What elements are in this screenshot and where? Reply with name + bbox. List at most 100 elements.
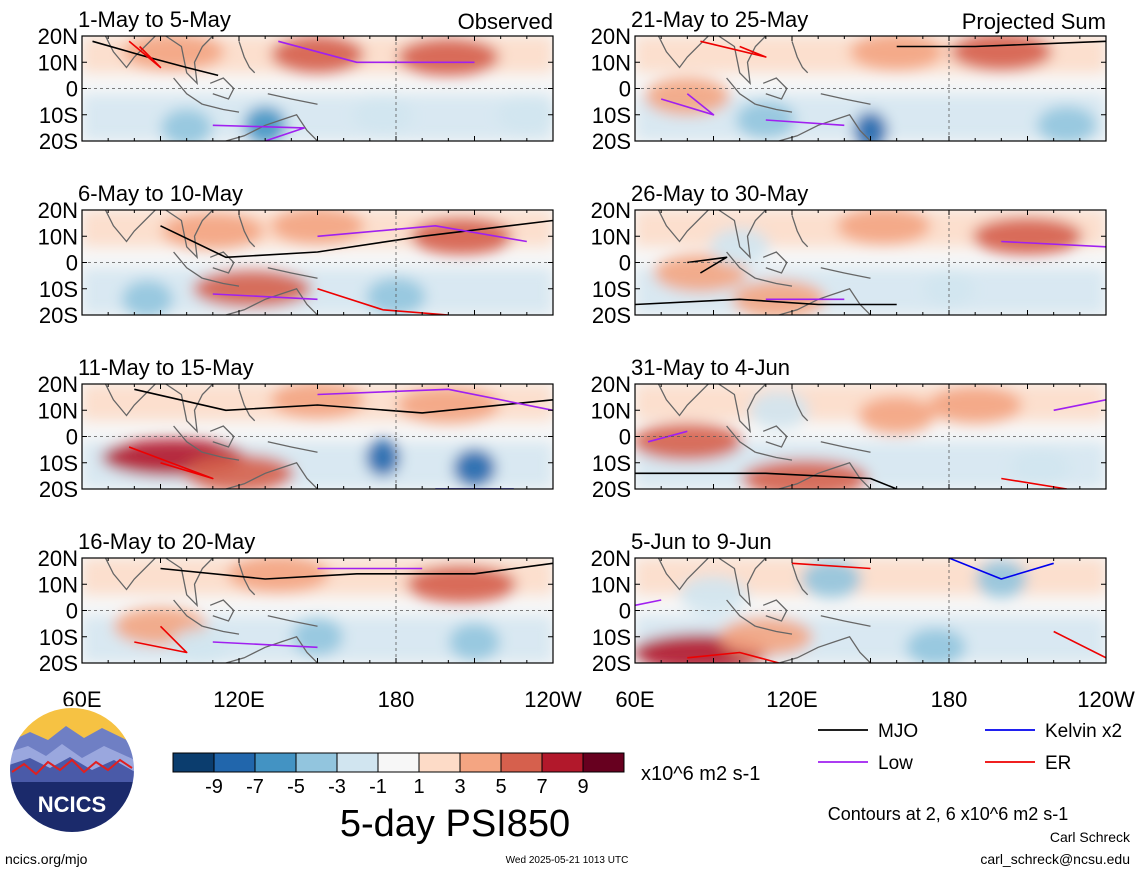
x-tick-label: 60E: [615, 687, 654, 712]
panel-source-label: Projected Sum: [962, 9, 1106, 34]
x-tick-label: 120W: [1077, 687, 1135, 712]
x-tick-label: 120E: [213, 687, 264, 712]
contour-line: [687, 651, 780, 663]
anomaly-patch: [121, 280, 173, 315]
contour-line: [317, 225, 527, 243]
contour-line: [765, 119, 845, 127]
y-tick-label: 10N: [38, 398, 78, 423]
anomaly-patch: [270, 210, 365, 245]
x-tick-label: 120E: [766, 687, 817, 712]
anomaly-patch: [292, 617, 343, 656]
y-tick-label: 20N: [38, 372, 78, 397]
y-tick-label: 10S: [592, 625, 631, 650]
contour-line: [278, 40, 475, 64]
contour-line: [212, 124, 306, 141]
anomaly-patch: [122, 36, 225, 71]
colorbar-tick-label: -9: [205, 776, 223, 798]
anomaly-patch: [243, 106, 287, 141]
panel-period-label: 5-Jun to 9-Jun: [631, 529, 772, 554]
y-tick-label: 20S: [39, 303, 78, 328]
y-tick-label: 10N: [38, 50, 78, 75]
contour-line: [635, 298, 897, 306]
contour-line: [635, 472, 897, 489]
colorbar: -9 -7 -5 -3 -1 1 3 5 7 9: [172, 752, 625, 798]
legend: MJO Kelvin x2 Low ER: [818, 721, 1122, 774]
coastline: [82, 384, 318, 489]
y-tick-label: 0: [66, 425, 78, 450]
colorbar-swatch: [172, 752, 215, 773]
anomaly-patch: [836, 210, 931, 245]
y-tick-label: 10S: [592, 451, 631, 476]
colorbar-tick-label: 7: [536, 776, 547, 798]
anomaly-patch: [353, 95, 413, 134]
y-tick-label: 20N: [591, 546, 631, 571]
contour-line: [1001, 477, 1067, 489]
contour-line: [134, 388, 553, 414]
anomaly-patch: [741, 459, 869, 489]
units-label: x10^6 m2 s-1: [641, 763, 760, 785]
y-tick-label: 0: [66, 77, 78, 102]
anomaly-patch: [801, 560, 861, 598]
coastline: [635, 558, 871, 663]
y-tick-label: 20N: [38, 546, 78, 571]
y-tick-label: 10N: [591, 50, 631, 75]
legend-label: Low: [878, 753, 913, 774]
anomaly-patch: [161, 108, 213, 141]
colorbar-tick-label: 5: [495, 776, 506, 798]
colorbar-tick-label: 3: [454, 776, 465, 798]
colorbar-tick-label: 9: [577, 776, 588, 798]
panel-source-label: Observed: [458, 9, 553, 34]
anomaly-patch: [972, 217, 1083, 256]
anomaly-patch: [850, 36, 944, 71]
y-tick-label: 20N: [38, 24, 78, 49]
anomaly-patch: [906, 628, 966, 663]
y-tick-label: 10S: [592, 103, 631, 128]
anomaly-patch: [449, 623, 500, 661]
anomaly-patch: [853, 111, 888, 141]
contour-line: [212, 641, 318, 649]
y-tick-label: 20N: [38, 198, 78, 223]
ncics-logo: NCICS: [8, 706, 136, 834]
panel-period-label: 6-May to 10-May: [78, 181, 243, 206]
y-tick-label: 10N: [38, 224, 78, 249]
anomaly-patch: [1010, 449, 1071, 487]
author-name: Carl Schreck: [1050, 829, 1131, 845]
anomaly-patch: [858, 396, 935, 435]
y-tick-label: 20S: [592, 477, 631, 502]
x-tick-label: 120W: [524, 687, 582, 712]
colorbar-tick-label: -5: [287, 776, 305, 798]
anomaly-patch: [749, 391, 809, 430]
anomaly-patch: [170, 628, 230, 663]
y-tick-label: 10S: [592, 277, 631, 302]
y-tick-label: 20N: [591, 372, 631, 397]
colorbar-swatch: [254, 752, 297, 773]
y-tick-label: 20S: [39, 477, 78, 502]
panel-period-label: 26-May to 30-May: [631, 181, 808, 206]
legend-label: MJO: [878, 721, 918, 742]
coastline: [82, 210, 318, 315]
anomaly-patch: [365, 438, 400, 477]
website-link[interactable]: ncics.org/mjo: [5, 851, 88, 867]
colorbar-swatch: [459, 752, 502, 773]
y-tick-label: 10S: [39, 451, 78, 476]
anomaly-patch: [397, 386, 500, 424]
y-tick-label: 20N: [591, 198, 631, 223]
colorbar-swatch: [541, 752, 584, 773]
anomaly-patch: [406, 565, 517, 604]
contour-line: [1053, 630, 1106, 659]
anomaly-patch: [719, 617, 813, 656]
y-tick-label: 10S: [39, 103, 78, 128]
y-tick-label: 10S: [39, 625, 78, 650]
anomaly-patch: [453, 449, 496, 487]
contour-line: [948, 558, 1054, 580]
contour-line: [134, 625, 188, 654]
y-tick-label: 10N: [591, 398, 631, 423]
y-tick-label: 10S: [39, 277, 78, 302]
colorbar-swatch: [336, 752, 379, 773]
